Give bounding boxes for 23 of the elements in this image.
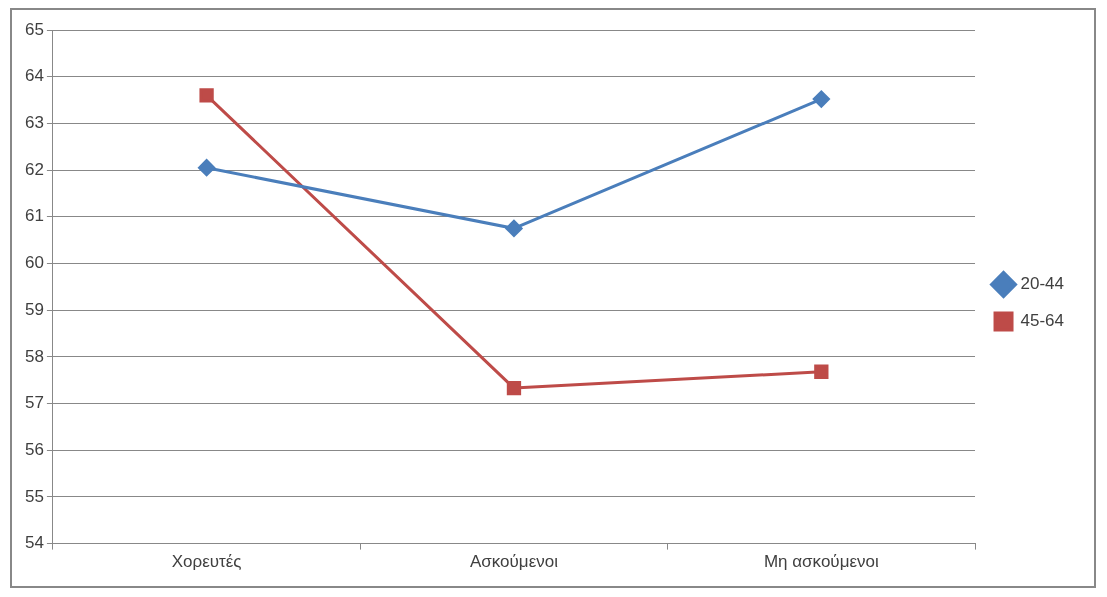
y-tick-label: 62 (24, 159, 44, 179)
y-tick-label: 64 (24, 66, 44, 86)
y-tick-label: 56 (24, 439, 44, 459)
y-tick-label: 55 (24, 486, 44, 506)
x-tick-label: Μη ασκούμενοι (763, 552, 879, 572)
point (198, 159, 216, 177)
y-tick-label: 61 (24, 206, 44, 226)
y-tick-label: 63 (24, 113, 44, 133)
legend-label: 20-44 (1020, 274, 1064, 294)
y-tick-label: 59 (24, 299, 44, 319)
point (199, 88, 214, 103)
x-tick-label: Χορευτές (171, 552, 242, 572)
y-tick-label: 58 (24, 346, 44, 366)
y-tick-label: 54 (24, 533, 44, 553)
x-tick-label: Ασκούμενοι (469, 552, 559, 572)
point (506, 380, 522, 396)
point (814, 364, 829, 379)
point (505, 219, 523, 237)
y-tick-label: 60 (24, 253, 44, 273)
legend-label: 45-64 (1020, 311, 1064, 331)
y-tick-label: 65 (24, 19, 44, 39)
point (812, 90, 830, 108)
y-tick-label: 57 (24, 393, 44, 413)
